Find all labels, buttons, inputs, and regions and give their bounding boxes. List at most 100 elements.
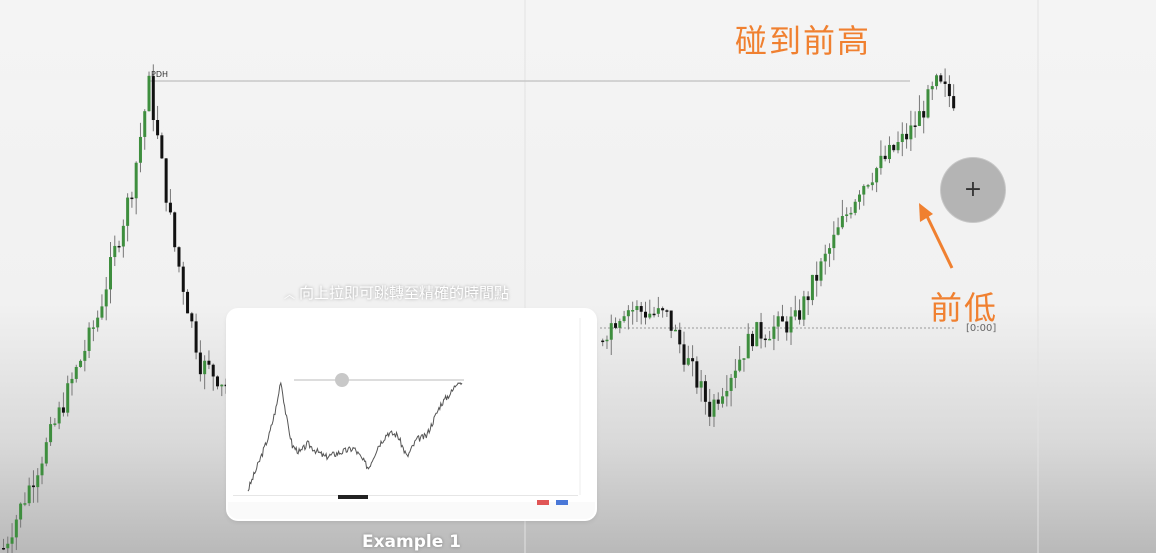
candle-body — [866, 185, 870, 187]
candle-body — [198, 352, 202, 375]
candle-body — [785, 321, 789, 333]
candle-body — [147, 75, 151, 112]
candle-body — [708, 401, 712, 417]
candle-body — [909, 125, 913, 140]
candle-body — [832, 234, 836, 249]
candle-body — [738, 359, 742, 371]
candle-body — [793, 310, 797, 317]
candle-body — [618, 321, 622, 328]
candle-body — [91, 327, 95, 329]
seek-preview-thumbnail[interactable] — [228, 310, 595, 519]
candle-body — [614, 323, 618, 328]
candle-body — [27, 485, 31, 504]
candle-body — [935, 75, 939, 87]
candle-body — [733, 370, 737, 378]
candle-body — [806, 296, 810, 301]
candle-body — [2, 548, 5, 550]
candle-body — [849, 212, 853, 215]
candle-body — [682, 344, 686, 365]
candle-body — [810, 274, 814, 301]
candle-body — [699, 381, 703, 388]
candle-body — [661, 308, 665, 311]
candle-body — [862, 185, 866, 195]
candle-body — [712, 399, 716, 417]
candle-body — [134, 162, 138, 199]
candle-body — [896, 142, 900, 151]
candle-body — [922, 111, 926, 118]
candle-body — [216, 376, 219, 387]
thumb-toolbar — [228, 502, 595, 519]
candle-body — [883, 155, 887, 160]
candle-body — [83, 350, 87, 361]
candle-body — [673, 329, 677, 332]
thumb-zoom-icon — [335, 373, 349, 387]
thumb-blue-button — [556, 500, 568, 505]
candle-body — [10, 537, 14, 544]
candle-body — [802, 296, 806, 320]
scrub-hint-text: 向上拉即可跳轉至精確的時間點 — [299, 284, 510, 302]
candle-body — [220, 384, 224, 387]
candle-body — [853, 201, 857, 213]
candle-body — [74, 366, 78, 379]
candle-body — [751, 333, 754, 347]
candle-body — [100, 306, 104, 318]
plus-icon: + — [963, 177, 983, 202]
candle-body — [695, 361, 699, 388]
candle-body — [716, 399, 720, 404]
candle-body — [87, 327, 91, 351]
candle-body — [79, 360, 83, 367]
candle-body — [186, 291, 190, 314]
candle-body — [109, 257, 112, 290]
candle-body — [858, 194, 861, 202]
zoom-button[interactable]: + — [941, 158, 1005, 222]
candle-body — [780, 316, 784, 322]
candle-body — [772, 326, 776, 339]
candle-body — [755, 322, 759, 347]
candle-body — [143, 111, 147, 137]
candle-body — [70, 378, 74, 384]
candle-body — [622, 316, 626, 322]
candle-body — [631, 310, 635, 312]
candle-body — [815, 274, 819, 281]
candle-body — [836, 227, 840, 235]
candle-body — [789, 316, 793, 333]
candle-body — [691, 358, 695, 362]
candle-body — [840, 216, 844, 228]
candle-body — [173, 212, 177, 248]
candle-body — [639, 306, 643, 312]
candle-body — [845, 214, 849, 217]
pdh-level-label: PDH — [151, 70, 168, 79]
candle-body — [759, 322, 763, 339]
candle-body — [44, 442, 48, 464]
candle-body — [121, 225, 125, 247]
candle-body — [768, 338, 772, 341]
candle-body — [635, 306, 639, 311]
candle-body — [943, 81, 947, 84]
candle-body — [113, 245, 117, 258]
time-axis-label: [0:00] — [966, 323, 997, 334]
candle-body — [900, 133, 904, 143]
candle-body — [652, 313, 656, 316]
candle-body — [828, 248, 832, 254]
candle-body — [742, 358, 746, 360]
candle-body — [207, 360, 211, 365]
thumbnail-caption: Example 1 — [361, 532, 462, 552]
candle-body — [648, 313, 652, 318]
candle-body — [626, 310, 630, 317]
candle-body — [892, 144, 896, 151]
candle-body — [725, 390, 729, 397]
candle-body — [665, 310, 669, 312]
candle-body — [678, 329, 682, 345]
thumb-red-button — [537, 500, 549, 505]
candle-body — [870, 182, 874, 186]
scrub-hint: ︿ 向上拉即可跳轉至精確的時間點 — [284, 282, 509, 303]
arrow-shaft — [922, 209, 954, 269]
candle-body — [819, 261, 823, 281]
candle-body — [53, 423, 57, 425]
candle-body — [194, 321, 198, 353]
candle-body — [6, 543, 10, 549]
candle-body — [905, 133, 909, 140]
candle-body — [177, 247, 181, 267]
candle-body — [686, 358, 690, 365]
candle-body — [746, 333, 750, 359]
